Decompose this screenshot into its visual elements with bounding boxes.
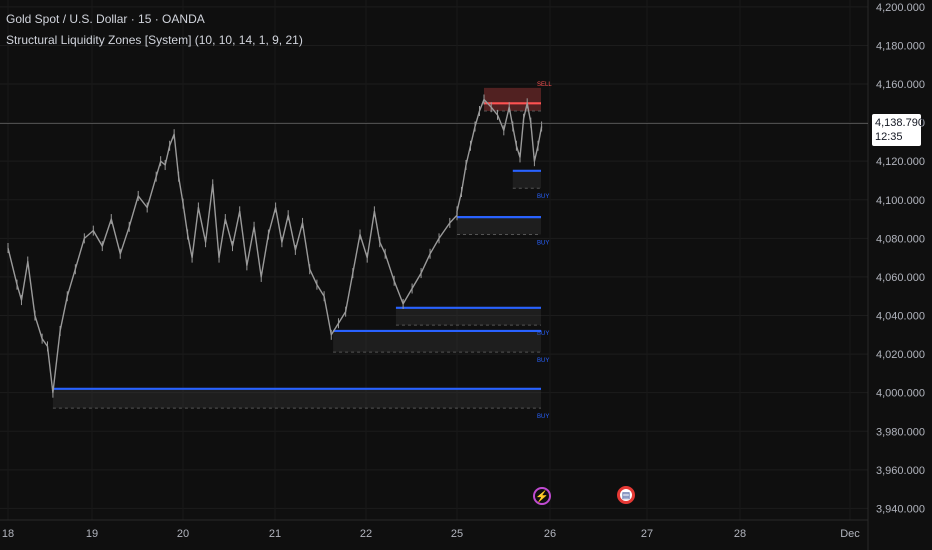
y-tick-label: 4,100.000	[876, 195, 925, 207]
y-tick-label: 4,000.000	[876, 388, 925, 400]
x-tick-label: 26	[544, 528, 556, 540]
lightning-icon[interactable]: ⚡	[533, 487, 551, 505]
x-tick-label: 28	[734, 528, 746, 540]
buy-zone	[333, 330, 541, 353]
y-tick-label: 3,960.000	[876, 465, 925, 477]
grid	[0, 0, 869, 550]
y-tick-label: 3,980.000	[876, 426, 925, 438]
y-tick-label: 4,200.000	[876, 2, 925, 14]
last-price-value: 4,138.790	[875, 117, 924, 129]
x-tick-label: 25	[451, 528, 463, 540]
buy-label: BUY	[537, 194, 549, 200]
buy-zone	[457, 217, 541, 235]
buy-label: BUY	[537, 358, 549, 364]
x-tick-label: 22	[360, 528, 372, 540]
y-tick-label: 4,020.000	[876, 349, 925, 361]
x-tick-label: 20	[177, 528, 189, 540]
buy-label: BUY	[537, 331, 549, 337]
buy-label: BUY	[537, 414, 549, 420]
y-tick-label: 4,120.000	[876, 156, 925, 168]
bar-countdown: 12:35	[875, 131, 903, 143]
x-tick-label: Dec	[840, 528, 860, 540]
sell-zone	[484, 87, 541, 112]
y-tick-label: 4,160.000	[876, 79, 925, 91]
indicator-title[interactable]: Structural Liquidity Zones [System] (10,…	[6, 33, 303, 47]
zones-layer: SELL BUY BUY BUY BUY BUY	[52, 82, 552, 420]
symbol-title[interactable]: Gold Spot / U.S. Dollar · 15 · OANDA	[6, 12, 205, 26]
x-axis: 18 19 20 21 22 25 26 27 28 Dec	[2, 528, 860, 540]
y-tick-label: 4,040.000	[876, 311, 925, 323]
y-tick-label: 4,060.000	[876, 272, 925, 284]
x-tick-label: 18	[2, 528, 14, 540]
x-tick-label: 19	[86, 528, 98, 540]
y-tick-label: 4,080.000	[876, 233, 925, 245]
y-axis: 4,200.0004,180.0004,160.0004,140.0004,12…	[876, 2, 925, 516]
x-tick-label: 27	[641, 528, 653, 540]
buy-label: BUY	[537, 240, 549, 246]
y-tick-label: 3,940.000	[876, 503, 925, 515]
y-tick-label: 4,180.000	[876, 40, 925, 52]
x-tick-label: 21	[269, 528, 281, 540]
sell-label: SELL	[537, 82, 552, 88]
buy-zone	[52, 388, 542, 409]
last-price-tag: 4,138.790 12:35	[872, 114, 924, 146]
price-series	[7, 94, 543, 398]
price-line	[7, 98, 543, 394]
us-flag-icon[interactable]: ▤	[617, 486, 635, 504]
buy-zone	[512, 170, 541, 189]
buy-zone	[395, 307, 541, 326]
